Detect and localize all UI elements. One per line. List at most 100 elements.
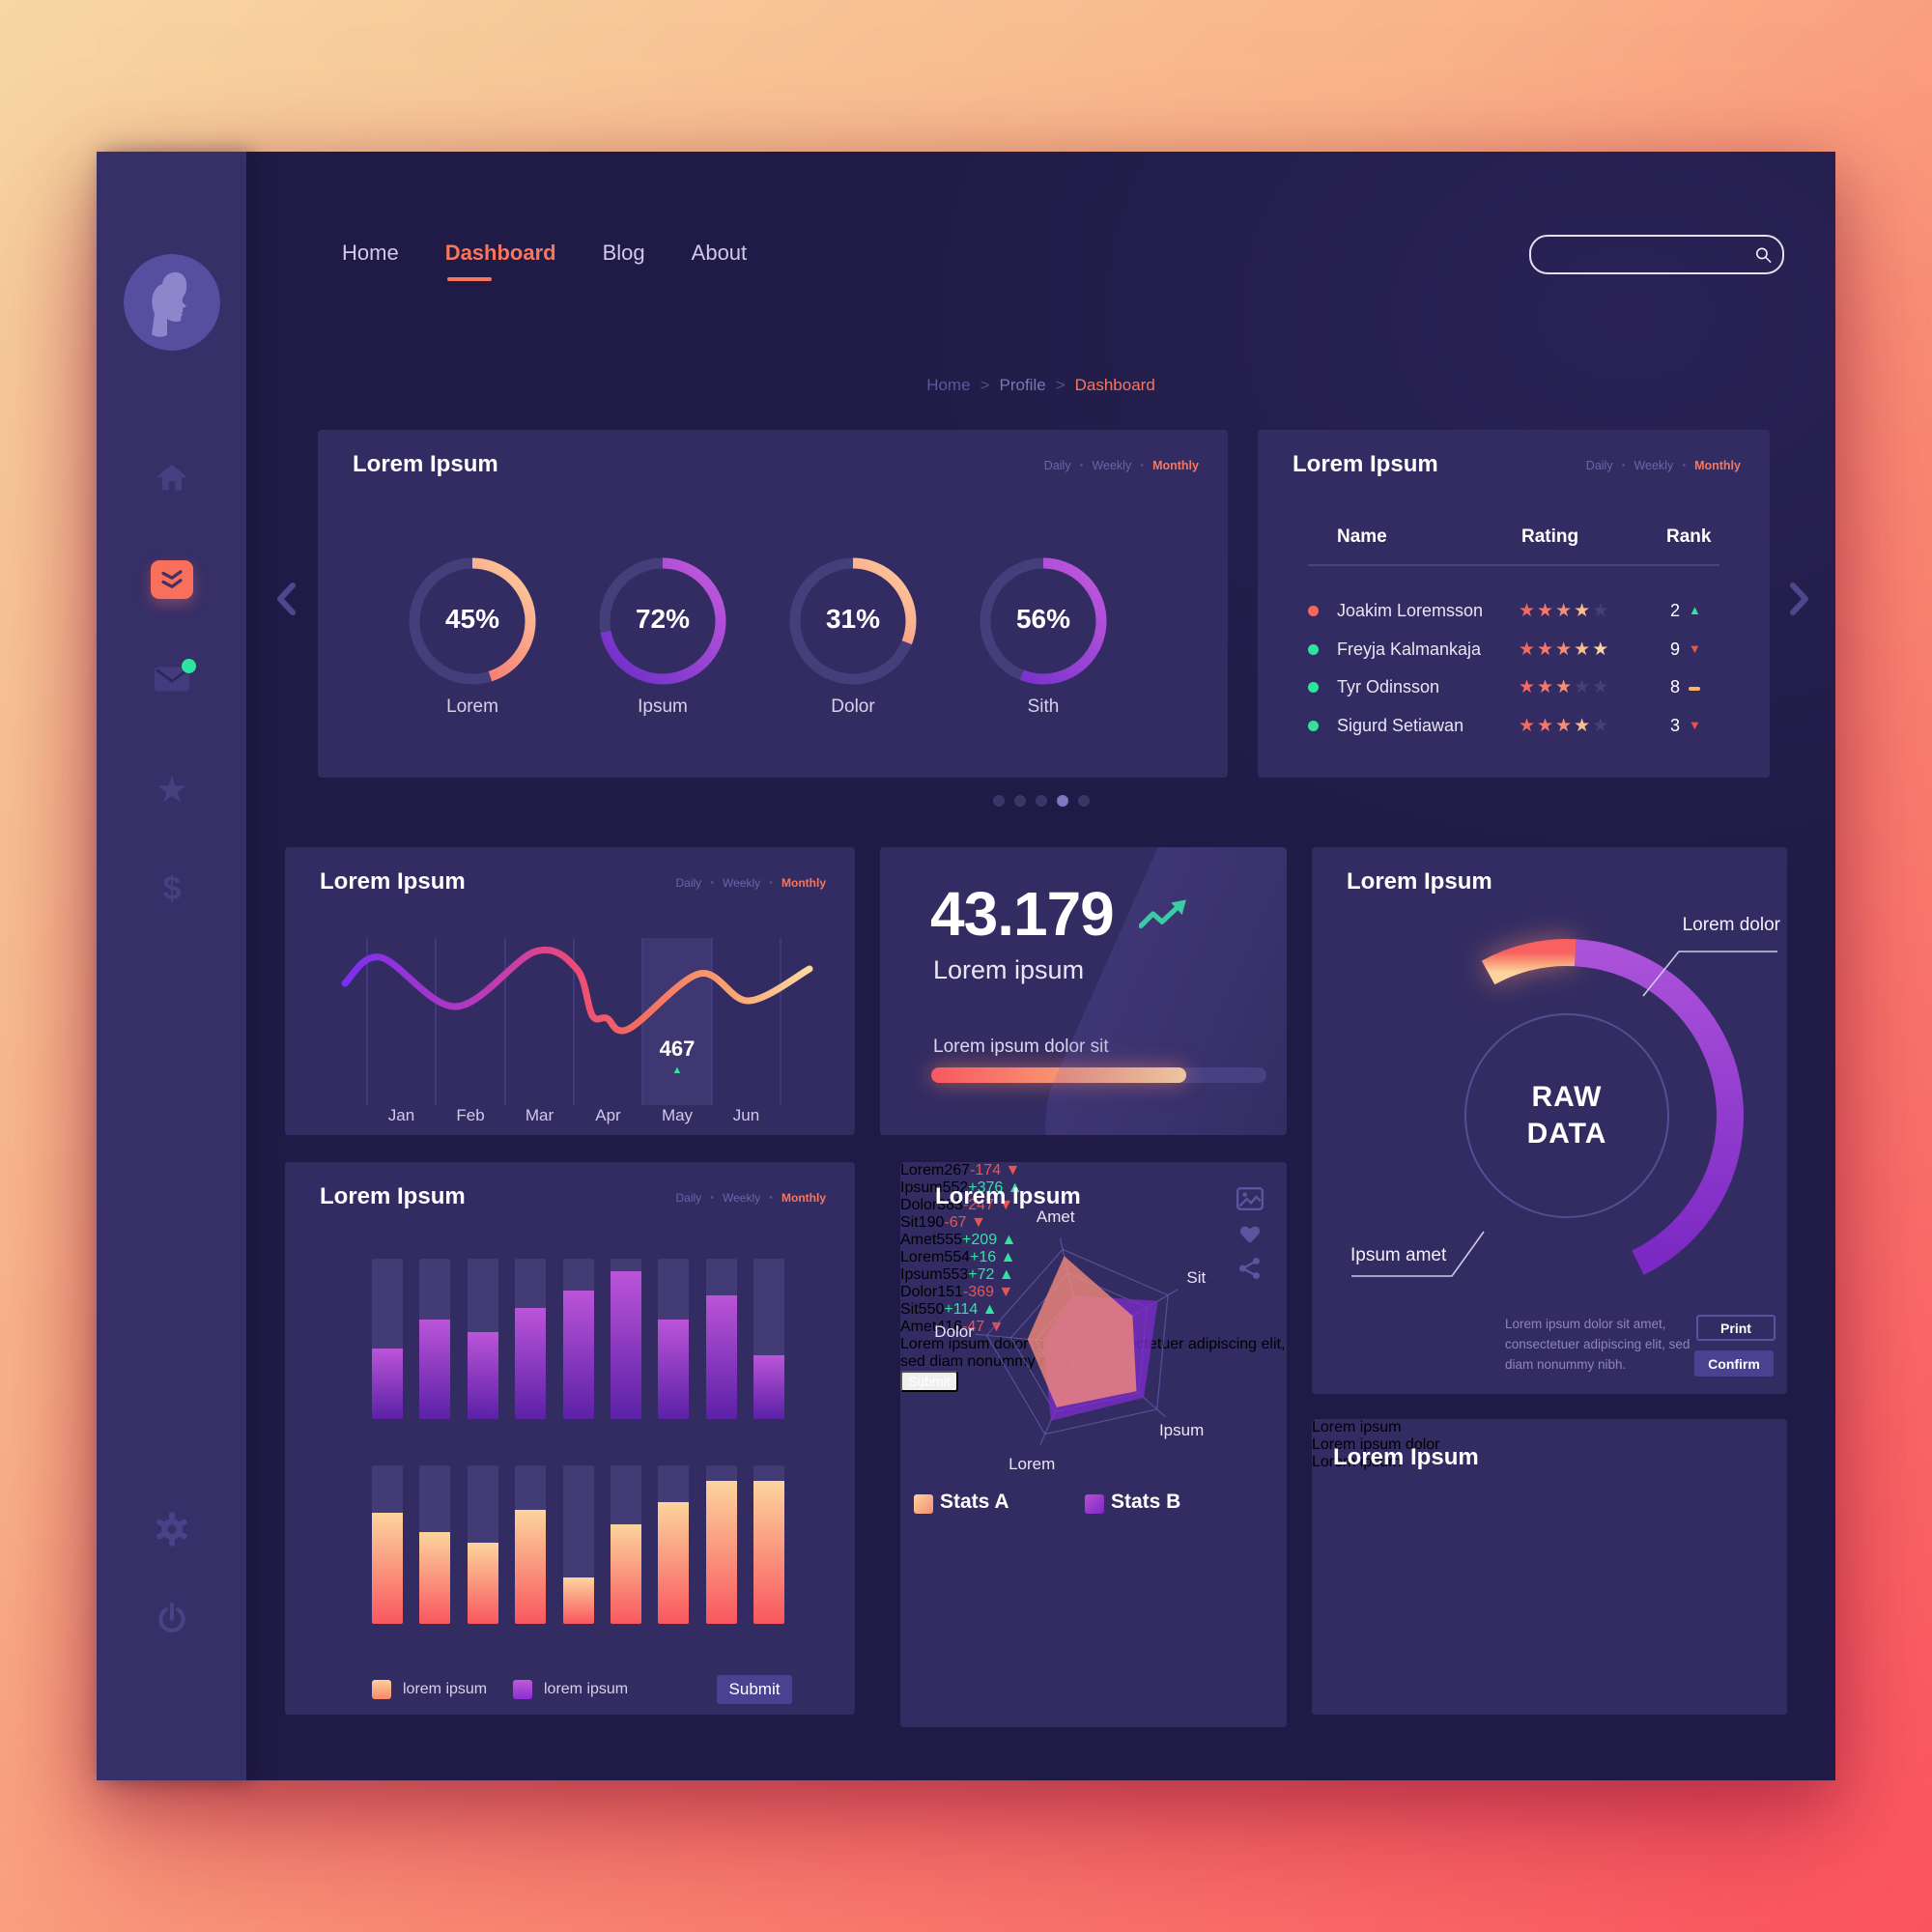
chart-legend: lorem ipsum lorem ipsum bbox=[285, 1680, 855, 1703]
period-tab-daily[interactable]: Daily bbox=[1043, 459, 1071, 472]
chevron-left-icon[interactable] bbox=[273, 581, 298, 619]
card-title: Lorem Ipsum bbox=[353, 451, 498, 477]
x-tick-label: Apr bbox=[595, 1106, 621, 1124]
search-icon bbox=[1755, 246, 1772, 263]
radar-chart bbox=[975, 1237, 1179, 1445]
period-tab-daily[interactable]: Daily bbox=[675, 1191, 702, 1205]
sidebar-item-settings[interactable] bbox=[151, 1508, 193, 1550]
carousel-dots bbox=[246, 795, 1835, 807]
card-title: Lorem Ipsum bbox=[1333, 1444, 1479, 1470]
period-tab-weekly[interactable]: Weekly bbox=[1634, 459, 1674, 472]
divider bbox=[1308, 564, 1719, 566]
submit-button[interactable]: Submit bbox=[900, 1371, 958, 1392]
carousel-dot[interactable] bbox=[1077, 795, 1090, 807]
row-rating: ★★★★★ bbox=[1519, 639, 1611, 660]
image-icon[interactable] bbox=[1235, 1183, 1265, 1214]
search-input[interactable] bbox=[1531, 245, 1754, 264]
bar bbox=[705, 1259, 737, 1419]
bar bbox=[753, 1465, 785, 1624]
carousel-dot[interactable] bbox=[1013, 795, 1026, 807]
search-box bbox=[1529, 235, 1784, 274]
gauges-card: Lorem Ipsum Daily • Weekly • Monthly 45% Lore… bbox=[318, 430, 1228, 778]
period-tab-monthly[interactable]: Monthly bbox=[1152, 459, 1199, 472]
tooltip-value: 467 bbox=[659, 1037, 696, 1061]
row-rank: 2 bbox=[1669, 601, 1680, 620]
legend-label: lorem ipsum bbox=[544, 1681, 629, 1697]
raw-donut-chart bbox=[1351, 939, 1777, 1277]
period-tab-monthly[interactable]: Monthly bbox=[781, 1191, 826, 1205]
status-dot bbox=[1308, 720, 1319, 731]
home-icon bbox=[156, 464, 187, 491]
row-rating: ★★★★★ bbox=[1519, 715, 1611, 736]
nav-dashboard[interactable]: Dashboard bbox=[445, 241, 556, 281]
period-tab-weekly[interactable]: Weekly bbox=[723, 876, 761, 890]
stats-a-title: Stats A bbox=[940, 1491, 1009, 1513]
callout-label: Lorem dolor bbox=[1682, 915, 1780, 935]
period-tabs: Daily • Weekly • Monthly bbox=[675, 876, 826, 890]
raw-data-card: Lorem Ipsum RAW DATA Lorem dolor Ipsum a… bbox=[1312, 847, 1787, 1394]
period-tab-weekly[interactable]: Weekly bbox=[1092, 459, 1132, 472]
avatar[interactable] bbox=[124, 254, 220, 351]
period-tab-monthly[interactable]: Monthly bbox=[1694, 459, 1741, 472]
print-button[interactable]: Print bbox=[1696, 1315, 1776, 1341]
nav-blog[interactable]: Blog bbox=[602, 241, 645, 265]
bar bbox=[419, 1259, 451, 1419]
x-tick-label: Jun bbox=[732, 1106, 760, 1124]
gear-icon bbox=[156, 1512, 187, 1547]
heart-icon[interactable] bbox=[1235, 1218, 1265, 1249]
stats-b-table: Lorem554+16 ▲ Ipsum553+72 ▲ Dolor151-369 ▼… bbox=[900, 1249, 1287, 1336]
donut-gauge: 72% Ipsum bbox=[590, 554, 735, 718]
sidebar-item-tasks[interactable] bbox=[151, 558, 193, 601]
row-name: Joakim Loremsson bbox=[1337, 601, 1484, 620]
row-name: Tyr Odinsson bbox=[1337, 677, 1440, 696]
callout-label: Ipsum amet bbox=[1350, 1245, 1447, 1265]
dashboard-window: ★ $ bbox=[97, 152, 1835, 1780]
period-tab-daily[interactable]: Daily bbox=[1585, 459, 1613, 472]
tooltip-up-icon: ▲ bbox=[671, 1065, 683, 1076]
segment-row-label: Lorem ipsum dolor bbox=[1312, 1436, 1440, 1453]
row-rank: 9 bbox=[1669, 639, 1680, 659]
bar-series-warm bbox=[285, 1465, 855, 1624]
description-text: Lorem ipsum dolor sit amet, consectetuer… bbox=[1505, 1317, 1690, 1372]
bar-series-purple bbox=[285, 1259, 855, 1419]
chart-tooltip: 467 ▲ bbox=[642, 1037, 712, 1076]
table-row: Tyr Odinsson ★★★★★ 8 bbox=[1258, 668, 1770, 707]
bar bbox=[611, 1259, 641, 1419]
segment-row-label: Lorem ipsum bbox=[1312, 1419, 1402, 1435]
gauge-label: Dolor bbox=[831, 696, 875, 717]
line-chart bbox=[341, 938, 813, 1105]
nav-about[interactable]: About bbox=[691, 241, 748, 265]
sidebar-item-logout[interactable] bbox=[151, 1597, 193, 1639]
period-tab-weekly[interactable]: Weekly bbox=[723, 1191, 761, 1205]
rank-flat-icon bbox=[1689, 687, 1700, 691]
confirm-button[interactable]: Confirm bbox=[1694, 1350, 1774, 1377]
legend-swatch-warm bbox=[372, 1680, 391, 1699]
nav-home[interactable]: Home bbox=[342, 241, 399, 265]
radar-axis-label: Ipsum bbox=[1158, 1421, 1205, 1440]
breadcrumb-home[interactable]: Home bbox=[926, 376, 971, 394]
radar-axis-label: Amet bbox=[1036, 1208, 1075, 1227]
row-rating: ★★★★★ bbox=[1519, 601, 1611, 621]
trend-up-icon bbox=[1138, 897, 1189, 939]
donut-gauge: 31% Dolor bbox=[781, 554, 925, 718]
sidebar-item-messages[interactable] bbox=[151, 658, 196, 702]
period-tab-daily[interactable]: Daily bbox=[675, 876, 702, 890]
breadcrumb-profile[interactable]: Profile bbox=[999, 376, 1046, 394]
sidebar-item-favorites[interactable]: ★ bbox=[151, 769, 193, 811]
dollar-icon: $ bbox=[162, 869, 182, 907]
share-icon[interactable] bbox=[1235, 1253, 1265, 1284]
sidebar-item-finance[interactable]: $ bbox=[151, 867, 193, 910]
chevron-right-icon[interactable] bbox=[1787, 581, 1812, 619]
submit-button[interactable]: Submit bbox=[717, 1675, 792, 1704]
carousel-dot[interactable] bbox=[992, 795, 1005, 807]
x-tick-label: May bbox=[661, 1106, 694, 1124]
carousel-dot[interactable] bbox=[1056, 795, 1068, 807]
period-tabs: Daily • Weekly • Monthly bbox=[1585, 459, 1741, 472]
breadcrumb: Home > Profile > Dashboard bbox=[926, 376, 1155, 394]
carousel-dot[interactable] bbox=[1035, 795, 1047, 807]
stats-row: Ipsum552+376 ▲ bbox=[900, 1179, 1023, 1196]
sidebar-item-home[interactable] bbox=[151, 457, 193, 499]
stats-b-title: Stats B bbox=[1111, 1491, 1181, 1513]
period-tab-monthly[interactable]: Monthly bbox=[781, 876, 826, 890]
kpi-card: 43.179 Lorem ipsum Lorem ipsum dolor sit bbox=[880, 847, 1287, 1135]
